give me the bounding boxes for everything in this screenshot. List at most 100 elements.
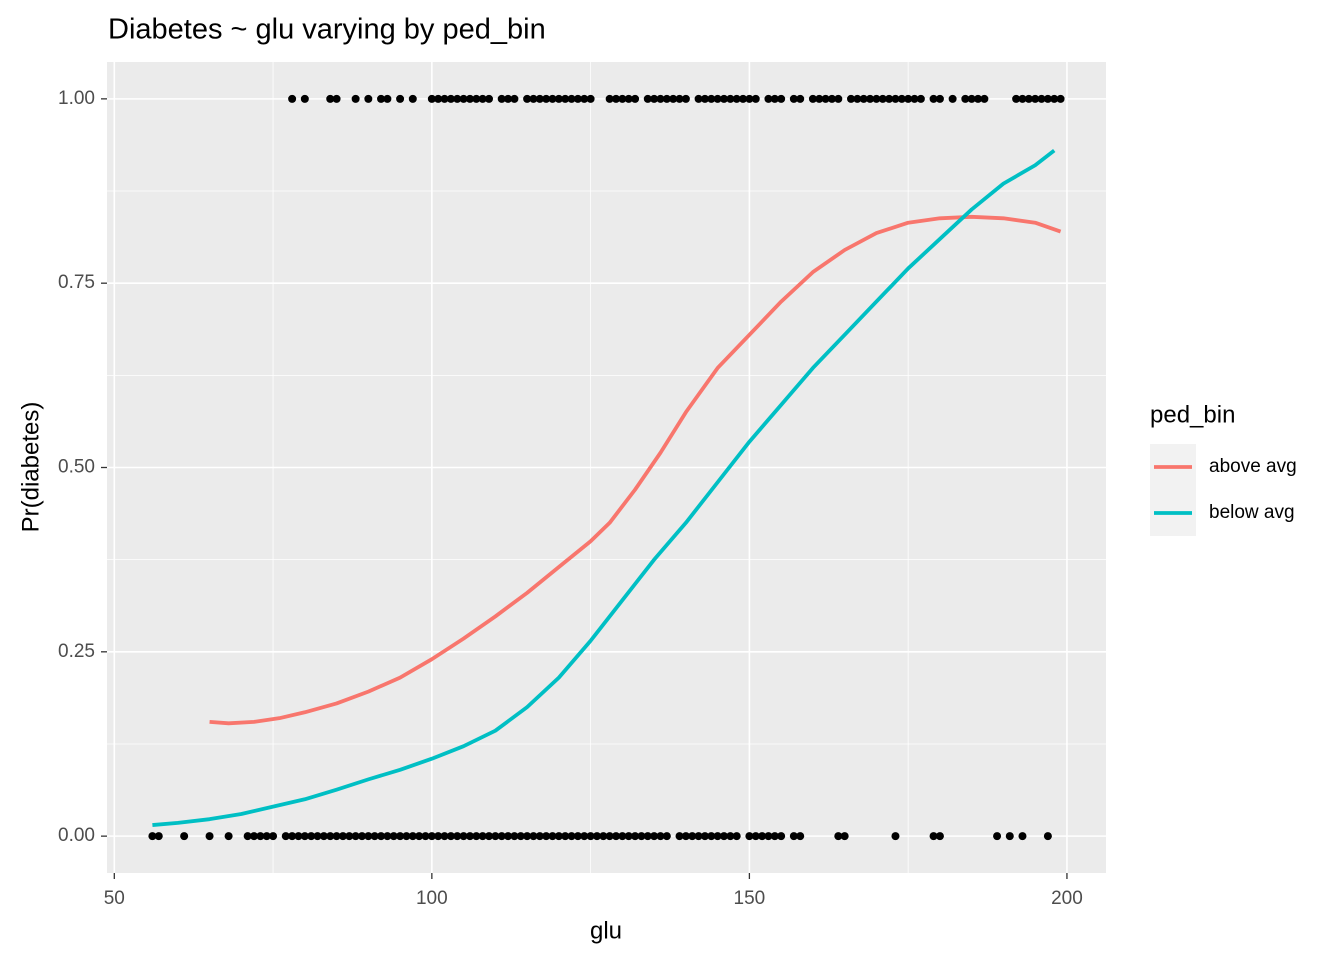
point	[1043, 832, 1052, 841]
point	[891, 832, 900, 841]
point	[459, 94, 468, 103]
point	[910, 94, 919, 103]
point	[396, 832, 405, 841]
point	[1024, 94, 1033, 103]
point	[415, 832, 424, 841]
point	[713, 94, 722, 103]
point	[656, 94, 665, 103]
point	[624, 94, 633, 103]
point	[472, 94, 481, 103]
point	[446, 832, 455, 841]
point	[573, 832, 582, 841]
point	[681, 832, 690, 841]
point	[675, 832, 684, 841]
point	[250, 832, 259, 841]
legend-label: below avg	[1209, 502, 1295, 523]
point	[1012, 94, 1021, 103]
point	[573, 94, 582, 103]
point	[1056, 94, 1065, 103]
point	[281, 832, 290, 841]
point	[948, 94, 957, 103]
x-tick-label: 100	[416, 888, 448, 909]
point	[789, 94, 798, 103]
point	[485, 94, 494, 103]
point	[961, 94, 970, 103]
y-tick-label: 0.50	[58, 457, 95, 478]
point	[707, 94, 716, 103]
point	[624, 832, 633, 841]
point	[326, 832, 335, 841]
point	[554, 94, 563, 103]
point	[599, 832, 608, 841]
point	[548, 832, 557, 841]
point	[345, 832, 354, 841]
point	[694, 94, 703, 103]
point	[262, 832, 271, 841]
point	[859, 94, 868, 103]
point	[453, 94, 462, 103]
point	[408, 832, 417, 841]
grid	[107, 62, 1106, 873]
point	[993, 832, 1002, 841]
point	[643, 832, 652, 841]
point	[681, 94, 690, 103]
point	[497, 94, 506, 103]
point	[485, 832, 494, 841]
point	[561, 832, 570, 841]
point	[294, 832, 303, 841]
point	[243, 832, 252, 841]
point	[751, 94, 760, 103]
point	[307, 832, 316, 841]
y-tick-label: 1.00	[58, 88, 95, 109]
point	[370, 832, 379, 841]
point	[332, 832, 341, 841]
point	[580, 832, 589, 841]
point	[535, 94, 544, 103]
point	[643, 94, 652, 103]
point	[580, 94, 589, 103]
point	[770, 832, 779, 841]
x-tick-label: 150	[734, 888, 766, 909]
point	[402, 832, 411, 841]
point	[434, 94, 443, 103]
point	[567, 94, 576, 103]
point	[612, 832, 621, 841]
point	[421, 832, 430, 841]
point	[618, 832, 627, 841]
point	[510, 832, 519, 841]
point	[866, 94, 875, 103]
point	[726, 832, 735, 841]
y-tick-label: 0.25	[58, 641, 95, 662]
y-tick-label: 0.00	[58, 825, 95, 846]
point	[631, 94, 640, 103]
x-axis-title: glu	[590, 917, 622, 944]
point	[427, 94, 436, 103]
point	[916, 94, 925, 103]
point	[967, 94, 976, 103]
point	[935, 832, 944, 841]
point	[446, 94, 455, 103]
chart-title: Diabetes ~ glu varying by ped_bin	[108, 14, 546, 46]
point	[592, 832, 601, 841]
point	[662, 832, 671, 841]
point	[434, 832, 443, 841]
point	[605, 832, 614, 841]
point	[472, 832, 481, 841]
point	[465, 832, 474, 841]
legend-title: ped_bin	[1150, 401, 1235, 428]
point	[719, 832, 728, 841]
legend-label: above avg	[1209, 456, 1297, 477]
point	[694, 832, 703, 841]
x-tick-label: 200	[1051, 888, 1083, 909]
point	[669, 94, 678, 103]
point	[180, 832, 189, 841]
y-tick-label: 0.75	[58, 272, 95, 293]
point	[523, 832, 532, 841]
point	[548, 94, 557, 103]
point	[504, 94, 513, 103]
point	[891, 94, 900, 103]
point	[529, 832, 538, 841]
point	[300, 832, 309, 841]
point	[605, 94, 614, 103]
